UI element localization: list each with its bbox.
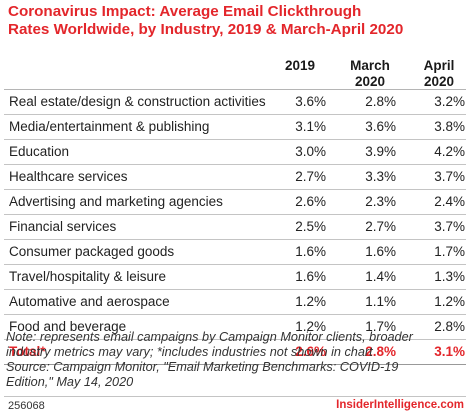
data-value: 3.3% xyxy=(365,169,396,184)
chart-note: Note: represents email campaigns by Camp… xyxy=(6,330,466,390)
source-line: Edition," May 14, 2020 xyxy=(6,375,134,389)
data-value: 3.7% xyxy=(434,169,465,184)
data-value: 1.7% xyxy=(365,319,396,334)
table-row: Automative and aerospace 1.2% 1.1% 1.2% xyxy=(4,290,466,315)
total-value: 3.1% xyxy=(434,344,465,359)
total-row: Total* 2.6% 2.8% 3.1% xyxy=(4,340,466,365)
title-line: Coronavirus Impact: Average Email Clickt… xyxy=(8,3,362,20)
column-header-april-2020: April 2020 xyxy=(413,58,465,90)
brand-logo-text: InsiderIntelligence.com xyxy=(336,399,464,411)
data-value: 1.6% xyxy=(365,244,396,259)
total-label: Total* xyxy=(9,344,46,359)
row-label: Education xyxy=(9,144,70,159)
row-label: Healthcare services xyxy=(9,169,128,184)
data-value: 2.8% xyxy=(365,94,396,109)
table-row: Financial services 2.5% 2.7% 3.7% xyxy=(4,215,466,240)
column-header-line: 2020 xyxy=(423,74,455,89)
source-line: Source: Campaign Monitor, "Email Marketi… xyxy=(6,360,399,374)
column-header-line: April xyxy=(423,58,455,73)
data-value: 1.7% xyxy=(434,244,465,259)
table-row: Education 3.0% 3.9% 4.2% xyxy=(4,140,466,165)
column-header-march-2020: March 2020 xyxy=(344,58,396,90)
data-value: 2.5% xyxy=(295,219,326,234)
data-value: 1.6% xyxy=(295,269,326,284)
table-row: Consumer packaged goods 1.6% 1.6% 1.7% xyxy=(4,240,466,265)
table-row: Travel/hospitality & leisure 1.6% 1.4% 1.3% xyxy=(4,265,466,290)
table-row: Media/entertainment & publishing 3.1% 3.6%… xyxy=(4,115,466,140)
data-value: 1.2% xyxy=(295,319,326,334)
data-value: 2.4% xyxy=(434,194,465,209)
data-value: 3.6% xyxy=(365,119,396,134)
table-row: Healthcare services 2.7% 3.3% 3.7% xyxy=(4,165,466,190)
table-row: Food and beverage 1.2% 1.7% 2.8% xyxy=(4,315,466,340)
row-label: Automative and aerospace xyxy=(9,294,170,309)
row-label: Real estate/design & construction activi… xyxy=(9,94,266,109)
row-label: Travel/hospitality & leisure xyxy=(9,269,167,284)
data-value: 3.1% xyxy=(295,119,326,134)
table-row: Real estate/design & construction activi… xyxy=(4,90,466,115)
row-label: Food and beverage xyxy=(9,319,127,334)
data-value: 1.4% xyxy=(365,269,396,284)
column-header-2019: 2019 xyxy=(278,58,322,74)
data-value: 1.3% xyxy=(434,269,465,284)
data-value: 1.6% xyxy=(295,244,326,259)
chart-id: 256068 xyxy=(8,400,45,412)
data-value: 3.9% xyxy=(365,144,396,159)
data-value: 3.0% xyxy=(295,144,326,159)
data-value: 2.3% xyxy=(365,194,396,209)
column-header-line: March xyxy=(350,58,390,73)
title-line: Rates Worldwide, by Industry, 2019 & Mar… xyxy=(8,21,404,38)
total-value: 2.8% xyxy=(365,344,396,359)
data-value: 2.7% xyxy=(295,169,326,184)
data-value: 3.2% xyxy=(434,94,465,109)
data-value: 3.6% xyxy=(295,94,326,109)
data-value: 1.2% xyxy=(434,294,465,309)
column-header-line: 2019 xyxy=(284,58,316,73)
row-label: Financial services xyxy=(9,219,117,234)
row-label: Advertising and marketing agencies xyxy=(9,194,223,209)
data-value: 4.2% xyxy=(434,144,465,159)
footer-divider xyxy=(4,396,466,397)
note-line: Note: represents email campaigns by Camp… xyxy=(6,330,413,344)
chart-title: Coronavirus Impact: Average Email Clickt… xyxy=(8,3,464,39)
column-header-line: 2020 xyxy=(354,74,386,89)
data-value: 2.8% xyxy=(434,319,465,334)
data-value: 2.6% xyxy=(295,194,326,209)
table-row: Advertising and marketing agencies 2.6% 2.… xyxy=(4,190,466,215)
data-value: 2.7% xyxy=(365,219,396,234)
note-line: industry metrics may vary; *includes ind… xyxy=(6,345,373,359)
row-label: Media/entertainment & publishing xyxy=(9,119,210,134)
row-label: Consumer packaged goods xyxy=(9,244,175,259)
header-divider xyxy=(4,89,466,90)
data-value: 1.1% xyxy=(365,294,396,309)
data-value: 1.2% xyxy=(295,294,326,309)
data-value: 3.7% xyxy=(434,219,465,234)
data-value: 3.8% xyxy=(434,119,465,134)
total-value: 2.6% xyxy=(295,344,326,359)
